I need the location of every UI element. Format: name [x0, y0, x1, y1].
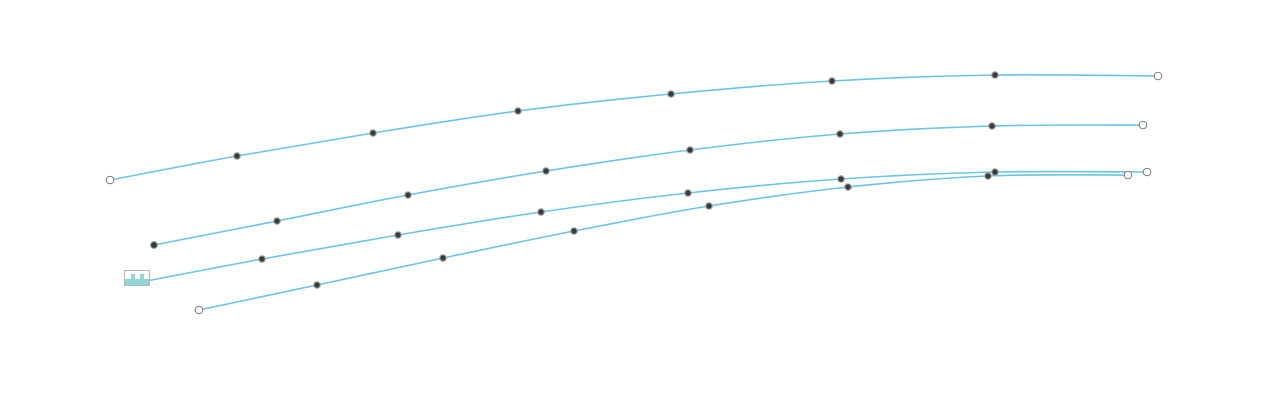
curve-3-node-4[interactable]	[684, 189, 692, 197]
curve-1-node-1[interactable]	[233, 152, 241, 160]
curve-1-node-2[interactable]	[369, 129, 377, 137]
curve-1-node-4[interactable]	[667, 90, 675, 98]
curve-4-node-2[interactable]	[439, 254, 447, 262]
curve-2-path[interactable]	[153, 124, 1144, 246]
resize-handle-icon[interactable]	[124, 270, 150, 286]
curve-2-node-6[interactable]	[988, 122, 996, 130]
curve-3-end-point[interactable]	[1142, 167, 1152, 177]
curve-4-node-1[interactable]	[313, 281, 321, 289]
curve-1-start-point[interactable]	[105, 175, 115, 185]
curve-4-end-point[interactable]	[1123, 170, 1133, 180]
curve-2-node-5[interactable]	[836, 130, 844, 138]
curve-4-node-5[interactable]	[844, 183, 852, 191]
curve-3-path[interactable]	[135, 170, 1148, 284]
curve-1-node-3[interactable]	[514, 107, 522, 115]
handle-tick-left	[131, 274, 135, 279]
curve-4-path[interactable]	[198, 174, 1129, 311]
handle-bar	[125, 279, 149, 285]
curve-3-node-3[interactable]	[537, 208, 545, 216]
curve-2-start-point[interactable]	[150, 241, 158, 249]
curve-4-start-point[interactable]	[194, 305, 204, 315]
curve-1-node-5[interactable]	[828, 77, 836, 85]
curve-3-node-5[interactable]	[837, 175, 845, 183]
curve-2-node-2[interactable]	[404, 191, 412, 199]
curve-1-end-point[interactable]	[1153, 71, 1163, 81]
curve-4-node-6[interactable]	[984, 172, 992, 180]
curve-2-end-point[interactable]	[1138, 120, 1148, 130]
curve-2-node-3[interactable]	[542, 167, 550, 175]
curve-1-path[interactable]	[109, 73, 1159, 181]
handle-tick-right	[140, 274, 144, 279]
curve-3-node-6[interactable]	[991, 168, 999, 176]
curve-4-node-4[interactable]	[705, 202, 713, 210]
curve-4-node-3[interactable]	[570, 227, 578, 235]
curve-3-node-1[interactable]	[258, 255, 266, 263]
curve-2-node-4[interactable]	[686, 146, 694, 154]
curve-3-node-2[interactable]	[394, 231, 402, 239]
curve-1-node-6[interactable]	[991, 71, 999, 79]
curve-2-node-1[interactable]	[273, 217, 281, 225]
